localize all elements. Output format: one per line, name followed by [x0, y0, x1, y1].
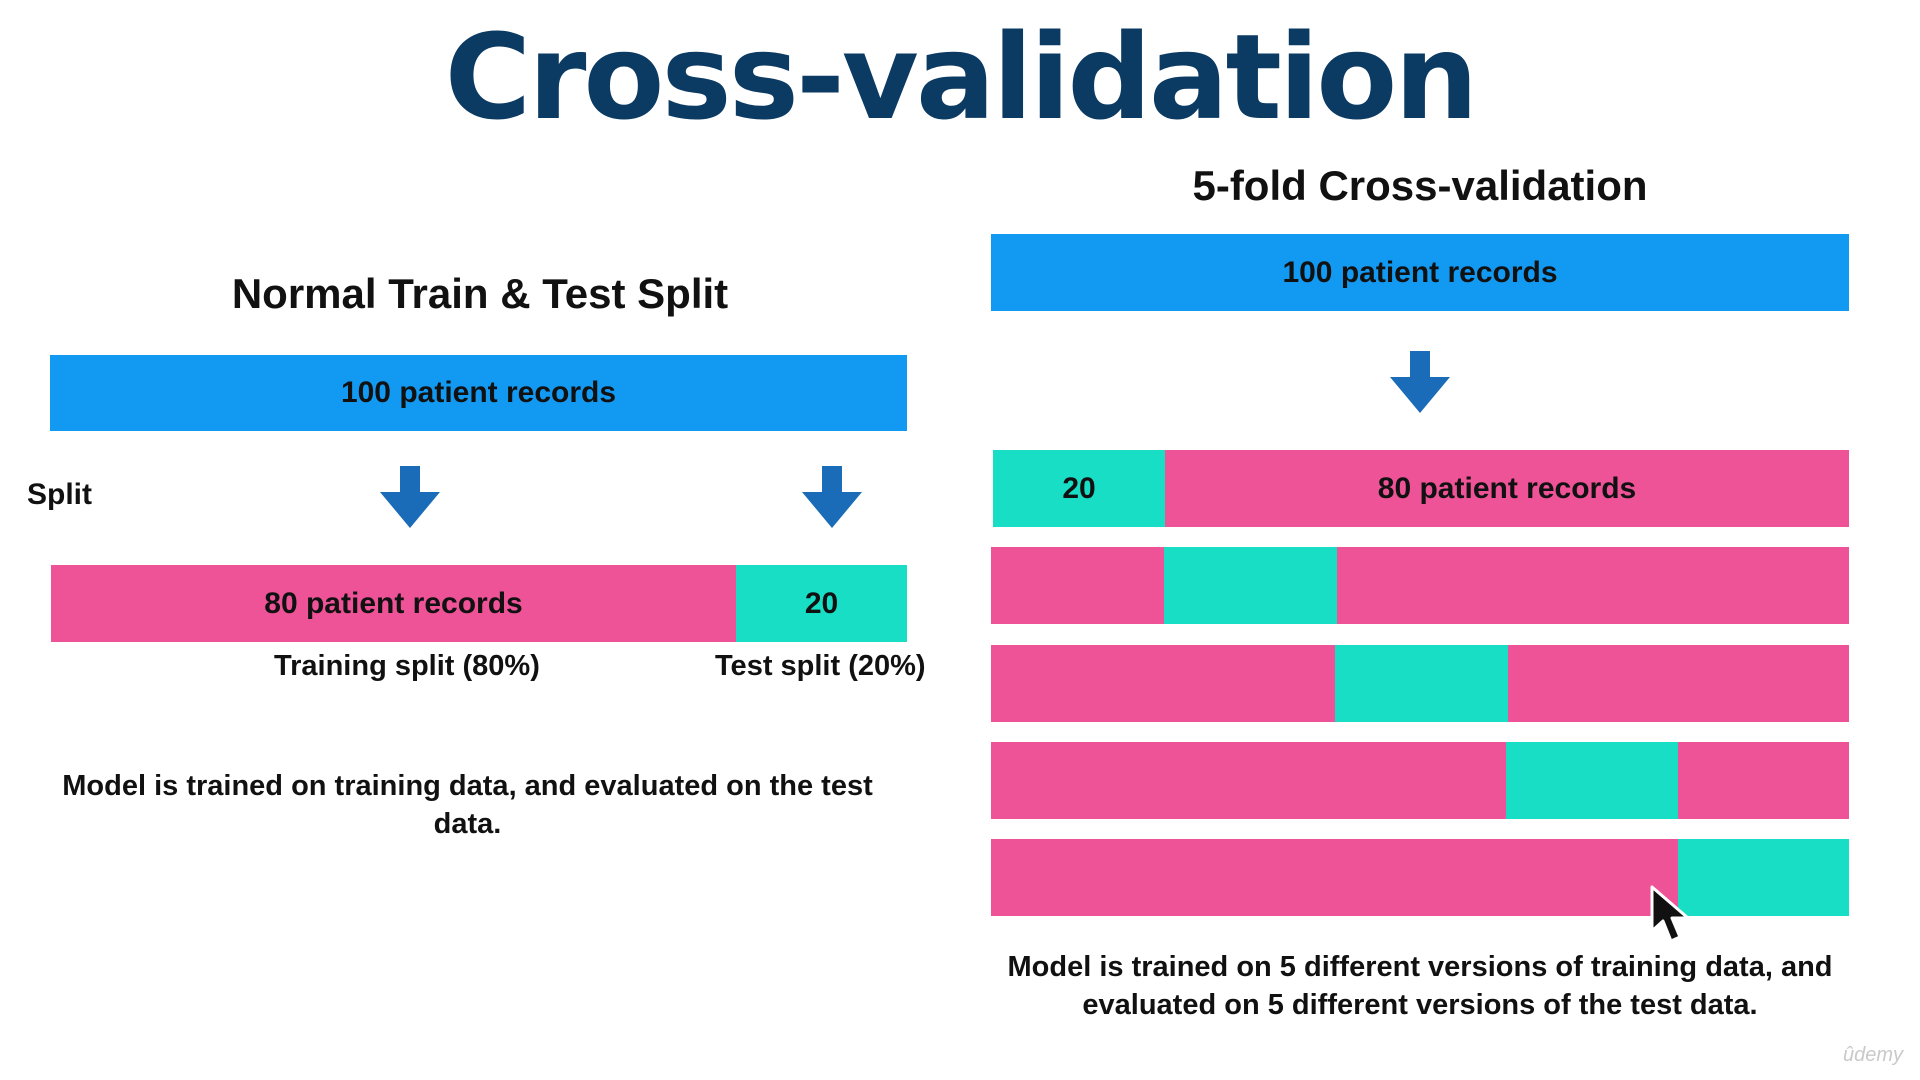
fold-4-test-segment	[1506, 742, 1678, 819]
split-label: Split	[27, 478, 92, 511]
fold-4-train-segment-a	[991, 742, 1506, 819]
fold-5-train-segment	[991, 839, 1678, 916]
right-full-records-bar: 100 patient records	[991, 234, 1849, 311]
normal-split-heading: Normal Train & Test Split	[231, 270, 729, 317]
fold-3-train-segment-b	[1508, 645, 1849, 722]
left-train-bar: 80 patient records	[51, 565, 736, 642]
fold-3-train-segment-a	[991, 645, 1335, 722]
fold-5-test-segment	[1678, 839, 1849, 916]
fold-4-train-segment-b	[1678, 742, 1849, 819]
mouse-pointer-icon	[1650, 885, 1690, 943]
training-split-caption: Training split (80%)	[274, 650, 540, 682]
right-down-arrow-icon	[1390, 351, 1450, 413]
watermark: ûdemy	[1843, 1044, 1904, 1066]
left-train-bar-label: 80 patient records	[264, 586, 523, 620]
left-test-bar: 20	[736, 565, 907, 642]
right-note: Model is trained on 5 different versions…	[991, 948, 1849, 1024]
fold-2-train-segment-b	[1337, 547, 1849, 624]
right-note-line-1: Model is trained on 5 different versions…	[1007, 951, 1833, 983]
fold-1-train-segment: 80 patient records	[1165, 450, 1849, 527]
left-full-records-label: 100 patient records	[340, 376, 617, 409]
fold-1-train-label: 80 patient records	[1377, 471, 1637, 505]
test-split-caption: Test split (20%)	[715, 650, 926, 682]
fold-3-test-segment	[1335, 645, 1508, 722]
left-test-bar-label: 20	[804, 586, 839, 620]
fold-1-test-label: 20	[1062, 471, 1096, 505]
fold-2-test-segment	[1164, 547, 1337, 624]
right-full-records-label: 100 patient records	[1282, 255, 1558, 289]
left-test-down-arrow-icon	[802, 466, 862, 528]
left-note: Model is trained on training data, and e…	[62, 770, 873, 840]
left-full-records-bar: 100 patient records	[50, 355, 907, 431]
page-title: Cross-validation	[444, 8, 1479, 146]
fold-1-test-segment: 20	[993, 450, 1165, 527]
left-train-down-arrow-icon	[380, 466, 440, 528]
kfold-heading: 5-fold Cross-validation	[1192, 162, 1648, 209]
fold-2-train-segment-a	[991, 547, 1164, 624]
right-note-line-2: evaluated on 5 different versions of the…	[1082, 989, 1758, 1021]
